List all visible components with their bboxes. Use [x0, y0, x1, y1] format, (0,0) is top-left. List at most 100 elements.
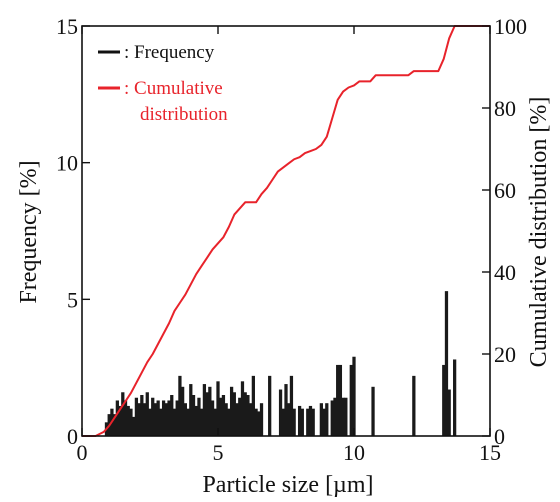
y-tick-label: 0: [67, 424, 78, 449]
x-axis-title: Particle size [µm]: [202, 472, 373, 498]
frequency-bar: [194, 405, 198, 436]
frequency-bar: [227, 408, 231, 436]
x-axis: 0 5 10 15: [77, 26, 501, 465]
frequency-bar: [221, 395, 226, 436]
y2-tick-label: 60: [494, 178, 516, 203]
frequency-bar: [175, 400, 179, 436]
y2-tick-label: 20: [494, 342, 516, 367]
frequency-bar: [412, 375, 416, 436]
x-tick-label: 10: [343, 440, 365, 465]
x-tick-label: 15: [479, 440, 501, 465]
frequency-bar: [278, 389, 283, 436]
frequency-bar: [113, 414, 117, 436]
frequency-bar: [444, 291, 449, 436]
frequency-bar: [224, 403, 228, 436]
frequency-bar: [311, 408, 315, 436]
frequency-bar: [183, 403, 187, 436]
frequency-bar: [208, 386, 212, 436]
frequency-bar: [167, 400, 171, 436]
x-tick-label: 0: [77, 440, 88, 465]
frequency-bar: [148, 408, 152, 436]
frequency-bar: [292, 408, 296, 436]
frequency-bar: [140, 395, 144, 436]
frequency-bar: [322, 408, 326, 436]
frequency-bar: [205, 392, 209, 436]
frequency-bar: [287, 403, 291, 436]
frequency-bar: [289, 375, 294, 436]
y-axis-title: Frequency [%]: [16, 160, 42, 303]
frequency-bar: [134, 397, 139, 436]
frequency-bar: [232, 392, 236, 436]
frequency-bar: [145, 392, 149, 436]
frequency-bar: [254, 408, 258, 436]
frequency-bar: [213, 408, 217, 436]
frequency-bar: [300, 408, 304, 436]
frequency-bar: [308, 405, 313, 436]
frequency-bar: [191, 395, 196, 436]
frequency-bar: [243, 392, 247, 436]
frequency-bar: [172, 408, 177, 436]
frequency-bar: [281, 408, 285, 436]
frequency-bar: [123, 400, 128, 436]
x-tick-label: 5: [213, 440, 224, 465]
frequency-bar: [132, 416, 136, 436]
frequency-bar: [240, 381, 245, 436]
legend: : Frequency : Cumulative distribution: [98, 42, 228, 125]
frequency-bar: [284, 384, 288, 436]
frequency-bar: [153, 403, 158, 436]
frequency-bar: [268, 375, 272, 436]
frequency-bar: [200, 408, 204, 436]
frequency-bar: [344, 397, 348, 436]
frequency-bar: [118, 405, 122, 436]
frequency-bar: [251, 375, 255, 436]
frequency-bar: [126, 405, 130, 436]
frequency-bar: [181, 386, 185, 436]
frequency-bar: [235, 403, 239, 436]
y2-tick-label: 100: [494, 14, 527, 39]
frequency-bar: [336, 364, 340, 436]
frequency-bar: [142, 403, 147, 436]
y-axis-left: 0 5 10 15: [56, 14, 90, 449]
y-tick-label: 15: [56, 14, 78, 39]
frequency-bar: [325, 403, 329, 436]
y-tick-label: 5: [67, 287, 78, 312]
legend-frequency-label: : Frequency: [124, 42, 215, 63]
frequency-bar: [210, 400, 215, 436]
frequency-bar: [137, 403, 141, 436]
frequency-bar: [219, 397, 223, 436]
plot-frame: [81, 25, 491, 437]
frequency-bar: [121, 392, 125, 436]
frequency-bars: [104, 291, 457, 436]
frequency-bar: [349, 364, 353, 436]
frequency-bar: [352, 356, 356, 436]
frequency-bar: [249, 403, 253, 436]
frequency-bar: [159, 408, 163, 436]
frequency-bar: [257, 411, 261, 436]
y2-tick-label: 0: [494, 424, 505, 449]
frequency-bar: [453, 359, 457, 436]
frequency-bar: [151, 397, 155, 436]
legend-cumulative-label-line2: distribution: [140, 104, 228, 125]
y2-tick-label: 40: [494, 260, 516, 285]
frequency-bar: [259, 403, 264, 436]
frequency-bar: [161, 400, 166, 436]
cumulative-line-group: [82, 25, 490, 437]
frequency-bar: [229, 386, 234, 436]
y-axis-right: 0 20 40 60 80 100: [482, 14, 527, 449]
frequency-bar: [330, 400, 334, 436]
frequency-bar: [297, 405, 302, 436]
frequency-bar: [156, 400, 160, 436]
frequency-bar: [115, 400, 119, 436]
y2-axis-title: Cumulative distribution [%]: [526, 97, 552, 368]
frequency-bar: [216, 381, 220, 436]
frequency-bar: [319, 403, 323, 436]
frequency-bar: [186, 408, 190, 436]
frequency-bar: [197, 397, 201, 436]
frequency-bar: [164, 403, 168, 436]
y-tick-label: 10: [56, 151, 78, 176]
frequency-bar: [170, 395, 174, 436]
frequency-bar: [238, 397, 242, 436]
frequency-bar: [129, 408, 133, 436]
frequency-bar: [371, 386, 375, 436]
